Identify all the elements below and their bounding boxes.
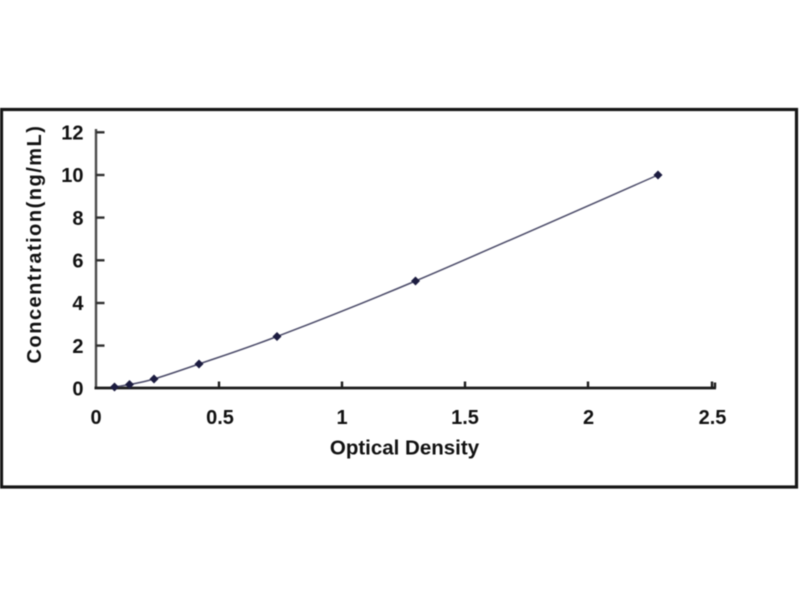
- svg-text:2: 2: [72, 336, 83, 358]
- svg-text:0: 0: [90, 407, 101, 429]
- svg-text:Concentration(ng/mL): Concentration(ng/mL): [24, 125, 46, 364]
- svg-text:1.5: 1.5: [451, 407, 479, 429]
- svg-text:0.5: 0.5: [206, 407, 234, 429]
- svg-text:2.5: 2.5: [699, 407, 727, 429]
- svg-text:8: 8: [72, 208, 83, 230]
- svg-text:Optical Density: Optical Density: [330, 437, 480, 460]
- svg-text:2: 2: [583, 407, 594, 429]
- svg-text:6: 6: [72, 251, 83, 273]
- svg-text:0: 0: [72, 379, 83, 401]
- svg-text:4: 4: [72, 293, 84, 315]
- svg-text:12: 12: [61, 123, 83, 145]
- svg-text:10: 10: [61, 165, 83, 187]
- svg-text:1: 1: [336, 407, 347, 429]
